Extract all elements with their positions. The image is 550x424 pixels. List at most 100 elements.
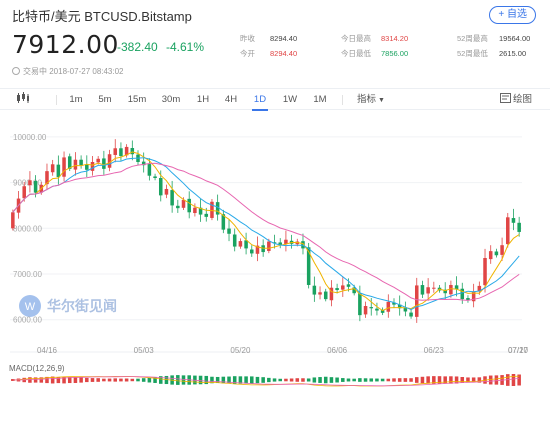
period-1h[interactable]: 1H [196, 94, 210, 105]
candle-body [420, 285, 425, 295]
indicator-label: 指标 [357, 94, 377, 105]
x-tick-label: 05/03 [134, 346, 155, 355]
period-1m[interactable]: 1m [69, 94, 83, 105]
draw-label: 绘图 [512, 94, 532, 105]
y-tick-label: 9000.00 [13, 179, 42, 188]
macd-bar [466, 377, 470, 383]
candle-body [210, 201, 214, 218]
macd-bar [346, 378, 351, 382]
watermark-logo-glyph: W [25, 301, 36, 313]
macd-bar [119, 378, 123, 382]
period-1w[interactable]: 1W [282, 94, 298, 105]
y-tick-label: 7000.00 [13, 270, 42, 279]
candle-body [409, 312, 413, 317]
indicator-dropdown[interactable]: 指标 ▼ [354, 89, 388, 111]
macd-bar [278, 378, 282, 382]
period-1d[interactable]: 1D [252, 89, 268, 111]
candle-body [62, 157, 66, 177]
candle-body [483, 258, 487, 286]
period-5m[interactable]: 5m [98, 94, 112, 105]
macd-bar [272, 378, 277, 382]
candlestick-type-icon[interactable] [10, 89, 36, 111]
candle-body [278, 242, 282, 245]
macd-bar [85, 377, 89, 383]
stats-column-1: 昨收 8294.40 今开 8294.40 [240, 31, 297, 61]
draw-icon [499, 93, 511, 103]
prev-close-value: 8294.40 [270, 34, 298, 43]
candle-body [477, 285, 482, 292]
macd-bar [124, 378, 129, 382]
ma5-line [12, 151, 520, 312]
y-tick-label: 10000.00 [13, 133, 47, 142]
candle-body [346, 284, 351, 287]
macd-bar [141, 378, 146, 382]
macd-bar [250, 376, 254, 384]
add-watchlist-button[interactable]: + 自选 [489, 6, 536, 24]
draw-button[interactable]: 绘图 [496, 89, 536, 111]
macd-bar [426, 376, 430, 384]
period-1m-month[interactable]: 1M [313, 94, 327, 105]
candle-body [517, 222, 521, 232]
candle-body [124, 146, 129, 156]
macd-bar [164, 375, 169, 385]
macd-bar [261, 377, 265, 383]
macd-bar [392, 378, 396, 382]
macd-bar [380, 378, 385, 382]
macd-bar [312, 377, 317, 383]
candle-body [73, 159, 78, 170]
candle-body [170, 190, 174, 206]
macd-bar [221, 376, 226, 384]
toolbar-divider [56, 95, 57, 105]
candle-body [306, 247, 311, 285]
macd-bar [107, 378, 112, 382]
status-text: 交易中 2018-07-27 08:43:02 [23, 67, 124, 76]
candle-body [323, 291, 328, 300]
period-4h[interactable]: 4H [224, 94, 238, 105]
candle-body [113, 148, 118, 155]
candle-body [215, 202, 220, 215]
macd-bar [113, 378, 118, 382]
candles [11, 139, 521, 323]
macd-bar [414, 377, 419, 383]
candle-body [193, 207, 197, 214]
candle-body [147, 164, 152, 176]
ma10-line [12, 157, 520, 311]
candle-body [301, 241, 305, 249]
macd-label: MACD(12,26,9) [9, 364, 65, 373]
candle-body [153, 176, 157, 178]
x-tick-label: 07/10 [508, 346, 529, 355]
macd-bar [33, 377, 38, 383]
candle-body [284, 239, 288, 245]
candle-body [494, 251, 499, 256]
macd-bar [397, 378, 402, 382]
macd-bar [153, 377, 157, 383]
period-15m[interactable]: 15m [127, 94, 147, 105]
macd-bar [369, 378, 374, 382]
macd-bar [409, 378, 413, 382]
candle-body [11, 212, 15, 229]
macd-bar [494, 375, 499, 385]
candle-body [141, 161, 146, 166]
period-30m[interactable]: 30m [161, 94, 181, 105]
candle-body [352, 287, 356, 294]
candle-body [107, 154, 112, 168]
candle-body [56, 164, 61, 178]
candle-body [255, 245, 260, 254]
price-change-percent: -4.61% [166, 40, 205, 54]
candle-body [426, 287, 430, 294]
macd-dea-line [12, 376, 520, 387]
candle-body [181, 199, 186, 208]
open-value: 8294.40 [270, 49, 298, 58]
x-tick-label: 04/16 [37, 346, 58, 355]
w52-low-label: 52周最低 [457, 49, 488, 58]
candle-body [250, 249, 254, 254]
candle-body [130, 148, 135, 155]
low-label: 今日最低 [341, 49, 371, 58]
current-price: 7912.00 [12, 30, 119, 59]
chart-toolbar: 1m 5m 15m 30m 1H 4H 1D 1W 1M 指标 ▼ 绘图 [0, 88, 550, 111]
candle-body [244, 240, 248, 249]
candle-body [158, 178, 163, 196]
macd-bar [255, 376, 260, 384]
low-value: 7856.00 [381, 49, 409, 58]
price-chart[interactable]: W 华尔街见闻 10000.00 9000.00 8000.00 7000.00 600… [0, 112, 550, 424]
